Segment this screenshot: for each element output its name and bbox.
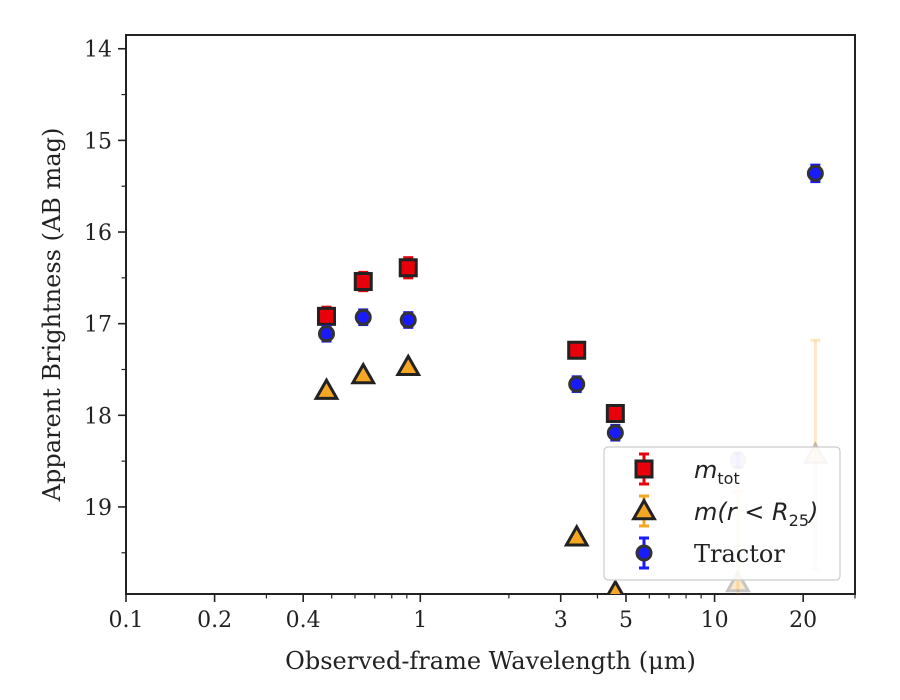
- series-tractor: [317, 163, 824, 470]
- point-tractor: [568, 375, 586, 393]
- point-mtot: [353, 272, 373, 292]
- plot-area: [125, 34, 856, 595]
- x-tick-label: 1: [413, 608, 427, 633]
- point-mr25: [395, 353, 422, 376]
- y-tick-label: 19: [84, 496, 112, 521]
- legend-marker-mr25: [631, 497, 657, 521]
- y-tick-label: 17: [84, 313, 112, 338]
- point-mtot: [398, 258, 418, 278]
- point-mr25: [563, 523, 590, 547]
- point-tractor: [317, 325, 335, 343]
- point-mr25: [313, 377, 340, 400]
- point-mr25: [724, 569, 751, 593]
- x-tick-label: 10: [701, 608, 729, 633]
- point-mtot: [605, 403, 625, 423]
- legend-box: [603, 446, 841, 581]
- point-tractor: [354, 308, 372, 326]
- y-tick-label: 14: [84, 38, 112, 63]
- x-tick-label: 20: [789, 608, 817, 633]
- data-marks: [313, 163, 829, 594]
- legend-marker-tractor: [635, 544, 653, 562]
- series-mtot: [316, 256, 625, 423]
- point-mr25: [350, 361, 377, 385]
- axis-ticks: 0.1 0.2 0.4 1 3 5 10 20 14 15 16 17 18 19: [84, 38, 856, 633]
- x-tick-label: 0.1: [109, 608, 144, 633]
- data-layer: [313, 163, 829, 594]
- y-tick-label: 16: [84, 221, 112, 246]
- point-tractor: [806, 164, 824, 182]
- x-axis-title: Observed-frame Wavelength (μm): [285, 647, 696, 675]
- point-mr25: [606, 578, 625, 594]
- plot-frame: [125, 34, 856, 595]
- legend-marker-mtot: [634, 459, 654, 479]
- x-tick-label: 5: [619, 608, 633, 633]
- point-tractor: [399, 311, 417, 329]
- y-axis-title: Apparent Brightness (AB mag): [38, 128, 66, 503]
- y-tick-label: 15: [84, 129, 112, 154]
- legend-label-tractor: Tractor: [694, 540, 785, 568]
- point-tractor: [606, 424, 624, 442]
- x-tick-label: 0.2: [197, 608, 232, 633]
- y-tick-label: 18: [84, 404, 112, 429]
- point-mtot: [567, 340, 587, 360]
- point-mtot: [316, 306, 336, 326]
- x-tick-label: 3: [554, 608, 568, 633]
- legend-label-mr25: m(r < R25): [694, 498, 818, 530]
- x-tick-label: 0.4: [286, 608, 321, 633]
